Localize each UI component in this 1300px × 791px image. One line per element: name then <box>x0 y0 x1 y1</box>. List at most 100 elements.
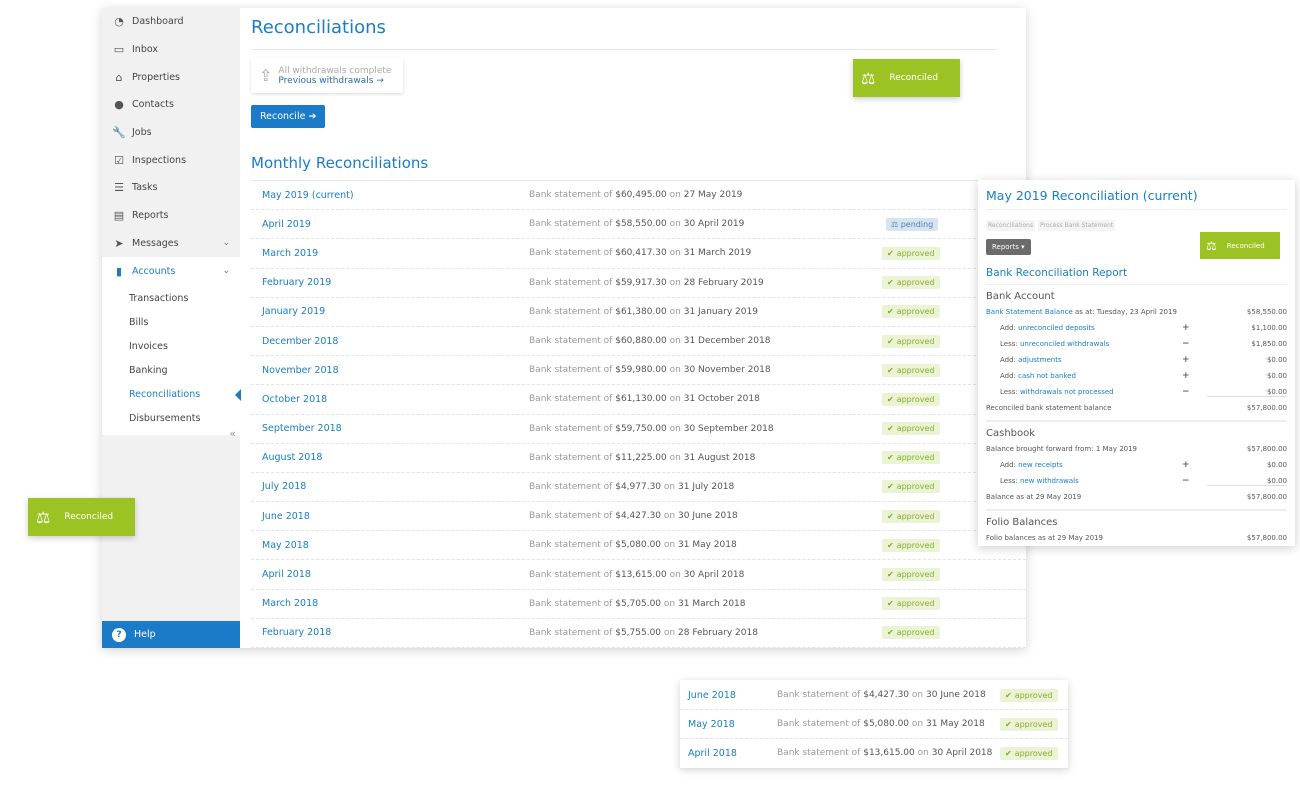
month-link[interactable]: September 2018 <box>251 423 529 434</box>
collapse-sidebar-icon[interactable]: « <box>229 427 236 440</box>
floating-reconciled-badge: ⚖ Reconciled <box>28 498 135 536</box>
statement-on: on <box>663 481 676 492</box>
statement-summary: Bank statement of $4,977.30 on 31 July 2… <box>529 482 734 492</box>
submenu-item-bills[interactable]: Bills <box>129 316 149 328</box>
check-icon: ✔ <box>887 248 894 258</box>
book-icon: ▮ <box>115 264 123 278</box>
main-content: Reconciliations ⇪ All withdrawals comple… <box>251 8 1026 648</box>
month-link[interactable]: March 2018 <box>251 598 529 609</box>
breadcrumb-reconciliations[interactable]: Reconciliations <box>986 220 1035 231</box>
month-label: March 2018 <box>262 598 319 610</box>
month-link[interactable]: November 2018 <box>251 365 529 376</box>
check-icon: ✔ <box>887 365 894 375</box>
minus-icon: − <box>1182 387 1190 397</box>
month-link[interactable]: May 2019 (current) <box>251 190 529 201</box>
help-button[interactable]: ? Help <box>102 621 240 648</box>
sidebar-item-dashboard[interactable]: ◔ Dashboard <box>102 8 240 36</box>
month-link[interactable]: January 2019 <box>251 306 529 317</box>
month-link[interactable]: June 2018 <box>251 511 529 522</box>
statement-on: on <box>669 365 681 376</box>
report-link[interactable]: new withdrawals <box>1019 477 1079 485</box>
statement-summary: Bank statement of $61,130.00 on 31 Octob… <box>529 394 760 404</box>
plus-icon: + <box>1182 371 1190 381</box>
month-link[interactable]: October 2018 <box>251 394 529 405</box>
status-label: approved <box>1014 719 1053 729</box>
statement-amount: $59,750.00 <box>615 423 667 434</box>
month-link[interactable]: June 2018 <box>680 690 777 701</box>
month-link[interactable]: May 2018 <box>680 719 777 730</box>
line-text: Reconciled bank statement balance <box>986 404 1112 412</box>
scales-icon: ⚖ <box>861 68 876 88</box>
withdrawals-panel: ⇪ All withdrawals complete Previous with… <box>251 58 403 93</box>
reports-dropdown-button[interactable]: Reports ▾ <box>986 239 1031 255</box>
status-badge-approved: ✔ approved <box>882 305 940 319</box>
reconciliation-row: January 2019 Bank statement of $61,380.00… <box>251 298 1026 327</box>
reconciliation-row: November 2018 Bank statement of $59,980.0… <box>251 356 1026 386</box>
status-badge-approved: ✔ approved <box>882 509 940 523</box>
status-badge-approved: ✔ approved <box>882 363 940 377</box>
report-link[interactable]: cash not banked <box>1018 372 1076 380</box>
statement-summary: Bank statement of $11,225.00 on 31 Augus… <box>529 453 755 463</box>
statement-on: on <box>663 598 676 609</box>
submenu-item-reconciliations[interactable]: Reconciliations <box>102 383 241 407</box>
month-link[interactable]: May 2018 <box>251 540 529 551</box>
sidebar-item-tasks[interactable]: ☰ Tasks <box>102 174 240 202</box>
report-link[interactable]: unreconciled withdrawals <box>1019 340 1110 348</box>
sidebar-item-inbox[interactable]: ▭ Inbox <box>102 36 240 64</box>
line-value: $57,800.00 <box>1246 445 1287 453</box>
report-link[interactable]: unreconciled deposits <box>1018 324 1095 332</box>
inbox-icon: ▭ <box>113 43 125 57</box>
sidebar-item-jobs[interactable]: 🔧 Jobs <box>102 119 240 147</box>
reconciliation-row: April 2019 Bank statement of $58,550.00 o… <box>251 210 1026 240</box>
report-link[interactable]: adjustments <box>1018 356 1062 364</box>
report-link[interactable]: withdrawals not processed <box>1019 388 1114 396</box>
status-label: approved <box>896 511 935 521</box>
month-link[interactable]: August 2018 <box>251 452 529 463</box>
sidebar-item-accounts[interactable]: ▮ Accounts ⌄ <box>102 257 240 285</box>
sidebar-item-properties[interactable]: ⌂ Properties <box>102 63 240 91</box>
breadcrumb-process-bank-statement[interactable]: Process Bank Statement <box>1037 220 1116 231</box>
statement-prefix: Bank statement of <box>529 627 613 638</box>
month-link[interactable]: July 2018 <box>251 481 529 492</box>
status-label: approved <box>896 599 935 609</box>
submenu-item-banking[interactable]: Banking <box>129 364 168 376</box>
document-icon: ▤ <box>113 209 125 223</box>
submenu-item-invoices[interactable]: Invoices <box>129 340 168 352</box>
statement-date: 28 February 2019 <box>683 277 764 288</box>
month-label: February 2018 <box>262 627 332 639</box>
line-prefix: Add: <box>1000 372 1019 380</box>
month-link[interactable]: February 2018 <box>251 627 529 638</box>
statement-date: 31 October 2018 <box>683 394 760 405</box>
reconcile-button[interactable]: Reconcile ➔ <box>251 105 326 128</box>
month-link[interactable]: February 2019 <box>251 277 529 288</box>
check-icon: ✔ <box>887 307 894 317</box>
report-line: Less: new withdrawals − $0.00 <box>986 473 1287 489</box>
sidebar-item-inspections[interactable]: ☑ Inspections <box>102 146 240 174</box>
month-link[interactable]: April 2018 <box>680 748 777 759</box>
submenu-item-transactions[interactable]: Transactions <box>129 292 189 304</box>
statement-amount: $60,417.30 <box>615 248 667 259</box>
check-icon: ✔ <box>887 599 894 609</box>
minus-icon: − <box>1182 476 1190 486</box>
statement-prefix: Bank statement of <box>529 452 613 463</box>
month-link[interactable]: December 2018 <box>251 336 529 347</box>
report-link[interactable]: new receipts <box>1018 461 1063 469</box>
line-prefix: Add: <box>1000 324 1019 332</box>
statement-on: on <box>669 248 681 259</box>
status-badge-approved: ✔ approved <box>882 480 940 494</box>
submenu-item-disbursements[interactable]: Disbursements <box>129 412 201 424</box>
sidebar-item-reports[interactable]: ▤ Reports <box>102 202 240 230</box>
status-label: approved <box>896 394 935 404</box>
previous-withdrawals-link[interactable]: Previous withdrawals → <box>278 76 391 86</box>
month-link[interactable]: April 2018 <box>251 569 529 580</box>
line-text: as at: Tuesday, 23 April 2019 <box>1072 308 1177 316</box>
reconciliation-row: September 2018 Bank statement of $59,750.… <box>251 415 1026 444</box>
month-link[interactable]: April 2019 <box>251 219 529 230</box>
statement-summary: Bank statement of $13,615.00 on 30 April… <box>777 748 992 758</box>
statement-summary: Bank statement of $60,880.00 on 31 Decem… <box>529 336 770 346</box>
sidebar-item-messages[interactable]: ➤ Messages ⌄ <box>102 230 240 258</box>
month-link[interactable]: March 2019 <box>251 248 529 259</box>
report-link[interactable]: Bank Statement Balance <box>986 308 1073 316</box>
sidebar-item-label: Inbox <box>132 44 158 56</box>
sidebar-item-contacts[interactable]: ● Contacts <box>102 91 240 119</box>
